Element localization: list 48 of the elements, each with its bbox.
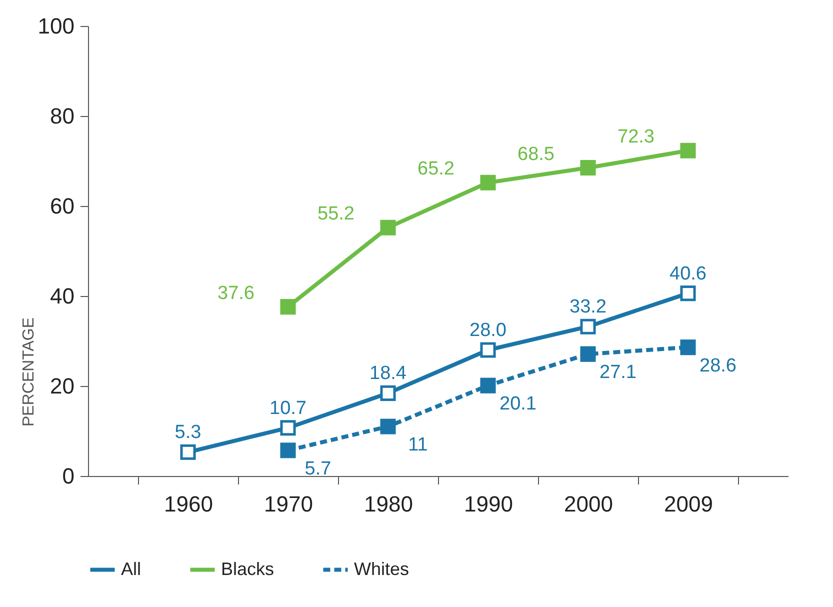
x-tick-label: 2000	[564, 492, 613, 516]
legend-label: Blacks	[221, 558, 274, 579]
y-tick-label: 100	[38, 14, 74, 38]
point	[280, 299, 296, 315]
data-label: 37.6	[218, 282, 254, 304]
y-tick-label: 20	[50, 374, 74, 398]
point	[680, 286, 696, 302]
point	[480, 378, 496, 394]
x-tick-label: 1990	[464, 492, 513, 516]
x-tick-label: 1980	[364, 492, 413, 516]
point	[580, 160, 596, 176]
x-tick-label: 1970	[264, 492, 313, 516]
data-label: 5.7	[304, 458, 332, 480]
data-label: 10.7	[270, 398, 306, 419]
legend-label: Whites	[354, 558, 410, 579]
data-label: 28.6	[700, 355, 736, 376]
point	[380, 220, 396, 236]
y-tick-label: 0	[62, 464, 74, 488]
point	[280, 420, 296, 436]
data-label: 27.1	[600, 362, 636, 384]
point	[380, 385, 396, 401]
data-label: 18.4	[370, 363, 407, 384]
legend-label: All	[121, 558, 142, 579]
data-label: 28.0	[470, 320, 506, 341]
point	[580, 318, 596, 334]
data-label: 65.2	[418, 158, 454, 180]
x-tick-label: 2009	[664, 492, 713, 516]
data-label: 68.5	[518, 144, 554, 165]
y-tick-label: 80	[50, 104, 74, 128]
point	[380, 418, 396, 434]
point	[680, 142, 696, 158]
data-label: 20.1	[500, 394, 536, 415]
point	[580, 346, 596, 362]
point	[280, 442, 296, 458]
data-label: 40.6	[670, 263, 706, 284]
point	[180, 444, 196, 460]
point	[480, 342, 496, 358]
data-label: 5.3	[174, 422, 202, 444]
data-label: 11	[408, 434, 428, 456]
data-label: 55.2	[318, 204, 354, 225]
data-label: 72.3	[618, 126, 654, 148]
y-axis-title: PERCENTAGE	[20, 317, 38, 426]
x-tick-label: 1960	[164, 492, 213, 516]
point	[480, 174, 496, 190]
y-tick-label: 60	[50, 194, 74, 218]
y-tick-label: 40	[50, 284, 74, 308]
point	[680, 340, 696, 356]
data-label: 33.2	[570, 296, 606, 318]
